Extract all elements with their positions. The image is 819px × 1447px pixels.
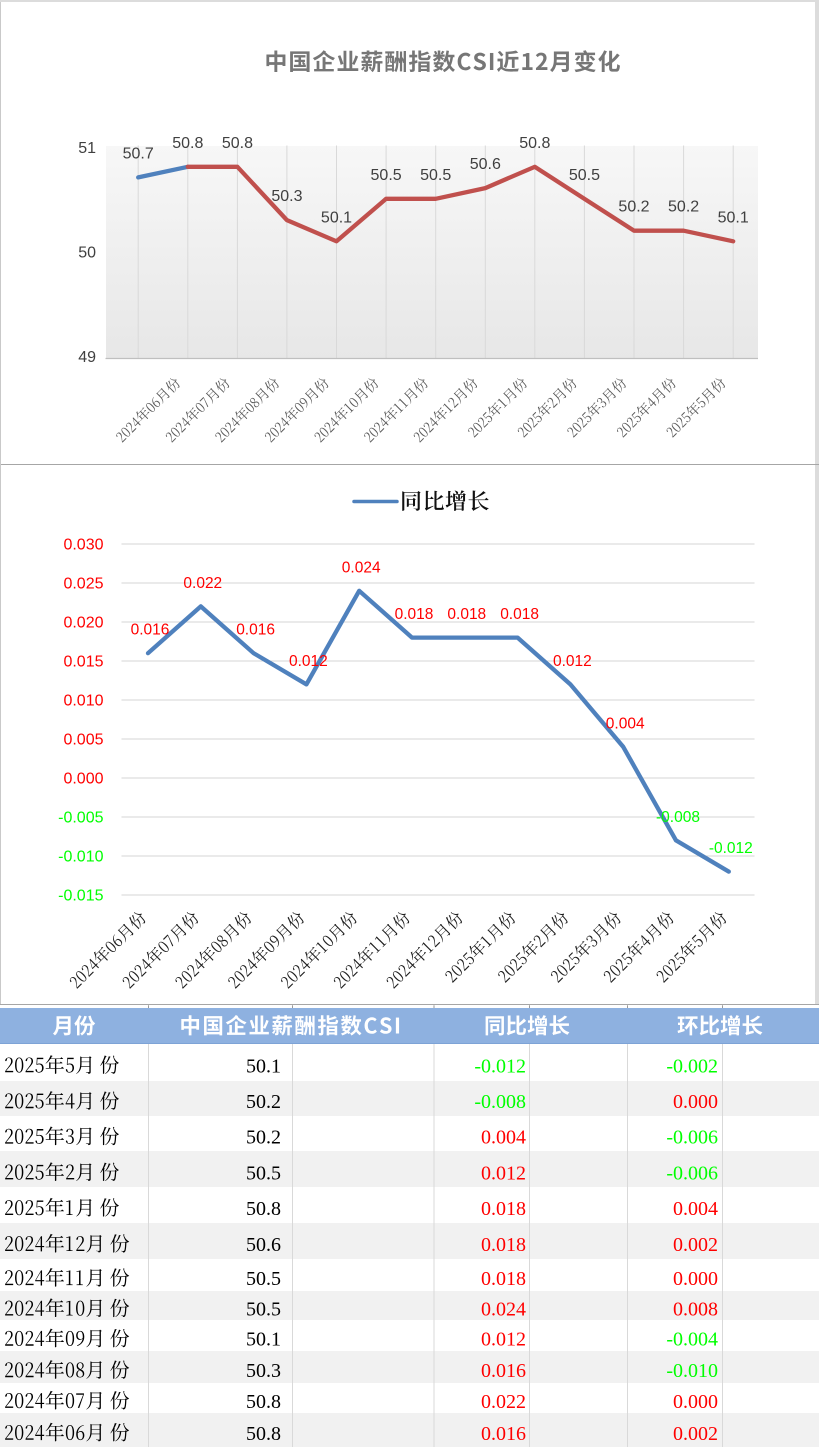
svg-text:0.022: 0.022 [481,1391,526,1413]
svg-text:0.012: 0.012 [553,653,592,670]
svg-text:0.002: 0.002 [673,1234,718,1256]
svg-text:0.018: 0.018 [481,1198,526,1220]
svg-text:0.018: 0.018 [481,1268,526,1290]
svg-text:50.1: 50.1 [321,209,352,226]
svg-text:-0.012: -0.012 [709,840,753,857]
svg-text:0.024: 0.024 [481,1299,526,1321]
svg-text:50.8: 50.8 [246,1391,281,1413]
svg-text:50.1: 50.1 [246,1055,281,1077]
svg-text:50.5: 50.5 [371,167,402,184]
svg-text:0.018: 0.018 [395,606,434,623]
svg-text:50.5: 50.5 [246,1299,281,1321]
svg-text:-0.008: -0.008 [656,809,700,826]
svg-text:50.8: 50.8 [519,135,550,152]
svg-text:0.018: 0.018 [500,606,539,623]
svg-text:0.004: 0.004 [606,715,645,732]
svg-text:50.8: 50.8 [246,1198,281,1220]
svg-text:50.2: 50.2 [246,1091,281,1113]
svg-text:0.020: 0.020 [63,615,103,632]
svg-text:50.3: 50.3 [271,188,302,205]
svg-text:0.000: 0.000 [673,1091,718,1113]
svg-text:50.8: 50.8 [246,1423,281,1445]
svg-text:50.5: 50.5 [246,1268,281,1290]
svg-text:50.8: 50.8 [172,135,203,152]
svg-text:50.5: 50.5 [569,167,600,184]
svg-text:0.012: 0.012 [289,653,328,670]
svg-text:0.012: 0.012 [481,1329,526,1351]
svg-text:0.016: 0.016 [236,622,275,639]
svg-text:0.004: 0.004 [481,1127,526,1149]
svg-text:50.3: 50.3 [246,1360,281,1382]
svg-text:-0.012: -0.012 [474,1055,526,1077]
svg-text:0.024: 0.024 [342,559,381,576]
svg-text:50.2: 50.2 [246,1127,281,1149]
svg-text:-0.004: -0.004 [666,1329,718,1351]
svg-text:50.1: 50.1 [718,209,749,226]
svg-text:-0.008: -0.008 [474,1091,526,1113]
svg-text:-0.010: -0.010 [58,849,103,866]
svg-text:50.5: 50.5 [420,167,451,184]
svg-text:49: 49 [78,349,96,366]
svg-text:0.018: 0.018 [447,606,486,623]
svg-text:-0.002: -0.002 [666,1055,718,1077]
svg-text:0.018: 0.018 [481,1234,526,1256]
svg-text:50.7: 50.7 [123,145,154,162]
svg-text:50.2: 50.2 [668,199,699,216]
svg-text:0.022: 0.022 [183,575,222,592]
svg-text:50.8: 50.8 [222,135,253,152]
svg-text:50.6: 50.6 [470,156,501,173]
svg-text:0.002: 0.002 [673,1423,718,1445]
svg-text:0.030: 0.030 [63,537,103,554]
svg-text:50.1: 50.1 [246,1329,281,1351]
svg-text:0.004: 0.004 [673,1198,718,1220]
svg-text:-0.015: -0.015 [58,888,103,905]
svg-text:0.005: 0.005 [63,732,103,749]
svg-text:0.025: 0.025 [63,576,103,593]
svg-text:0.010: 0.010 [63,693,103,710]
svg-text:50: 50 [78,244,96,261]
svg-text:51: 51 [78,140,96,157]
svg-text:0.016: 0.016 [481,1423,526,1445]
svg-text:-0.005: -0.005 [58,810,103,827]
svg-text:0.000: 0.000 [63,771,103,788]
svg-text:-0.006: -0.006 [666,1127,718,1149]
svg-text:0.016: 0.016 [131,622,170,639]
svg-text:0.016: 0.016 [481,1360,526,1382]
svg-text:50.2: 50.2 [618,199,649,216]
svg-text:-0.010: -0.010 [666,1360,718,1382]
svg-text:0.000: 0.000 [673,1391,718,1413]
svg-text:50.6: 50.6 [246,1234,281,1256]
svg-text:0.008: 0.008 [673,1299,718,1321]
svg-text:0.000: 0.000 [673,1268,718,1290]
svg-text:50.5: 50.5 [246,1162,281,1184]
svg-text:0.012: 0.012 [481,1162,526,1184]
svg-text:-0.006: -0.006 [666,1162,718,1184]
svg-text:0.015: 0.015 [63,654,103,671]
